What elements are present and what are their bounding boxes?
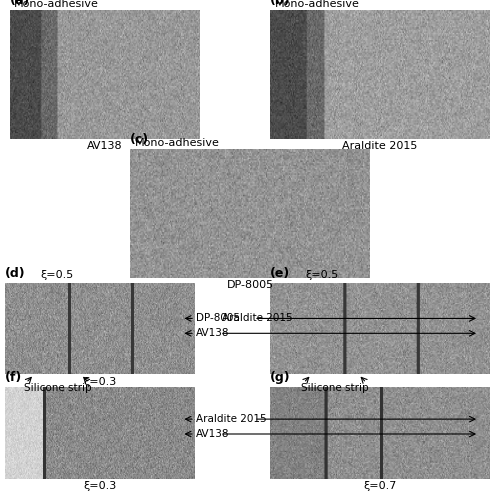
Text: (g): (g) <box>270 372 290 384</box>
Text: ξ=0.3: ξ=0.3 <box>84 377 116 387</box>
Text: (e): (e) <box>270 267 290 280</box>
Text: DP-8005: DP-8005 <box>226 280 274 290</box>
Text: (d): (d) <box>5 267 25 280</box>
Text: ξ=0.5: ξ=0.5 <box>305 270 338 280</box>
Text: Araldite 2015: Araldite 2015 <box>342 141 417 151</box>
Text: Araldite 2015: Araldite 2015 <box>196 414 266 424</box>
Text: Mono-adhesive: Mono-adhesive <box>135 138 220 148</box>
Text: ξ=0.5: ξ=0.5 <box>40 270 73 280</box>
Text: Silicone strip: Silicone strip <box>24 383 92 393</box>
Text: AV138: AV138 <box>196 429 230 439</box>
Text: Mono-adhesive: Mono-adhesive <box>14 0 98 9</box>
Text: Araldite 2015: Araldite 2015 <box>222 313 293 323</box>
Text: AV138: AV138 <box>196 328 230 338</box>
Text: Mono-adhesive: Mono-adhesive <box>274 0 360 9</box>
Text: ξ=0.3: ξ=0.3 <box>84 481 116 491</box>
Text: AV138: AV138 <box>87 141 123 151</box>
Text: (c): (c) <box>130 133 149 146</box>
Text: (f): (f) <box>5 372 22 384</box>
Text: Silicone strip: Silicone strip <box>301 383 369 393</box>
Text: (a): (a) <box>10 0 30 7</box>
Text: DP-8005: DP-8005 <box>196 313 240 323</box>
Text: ξ=0.7: ξ=0.7 <box>364 481 396 491</box>
Text: (b): (b) <box>270 0 290 7</box>
